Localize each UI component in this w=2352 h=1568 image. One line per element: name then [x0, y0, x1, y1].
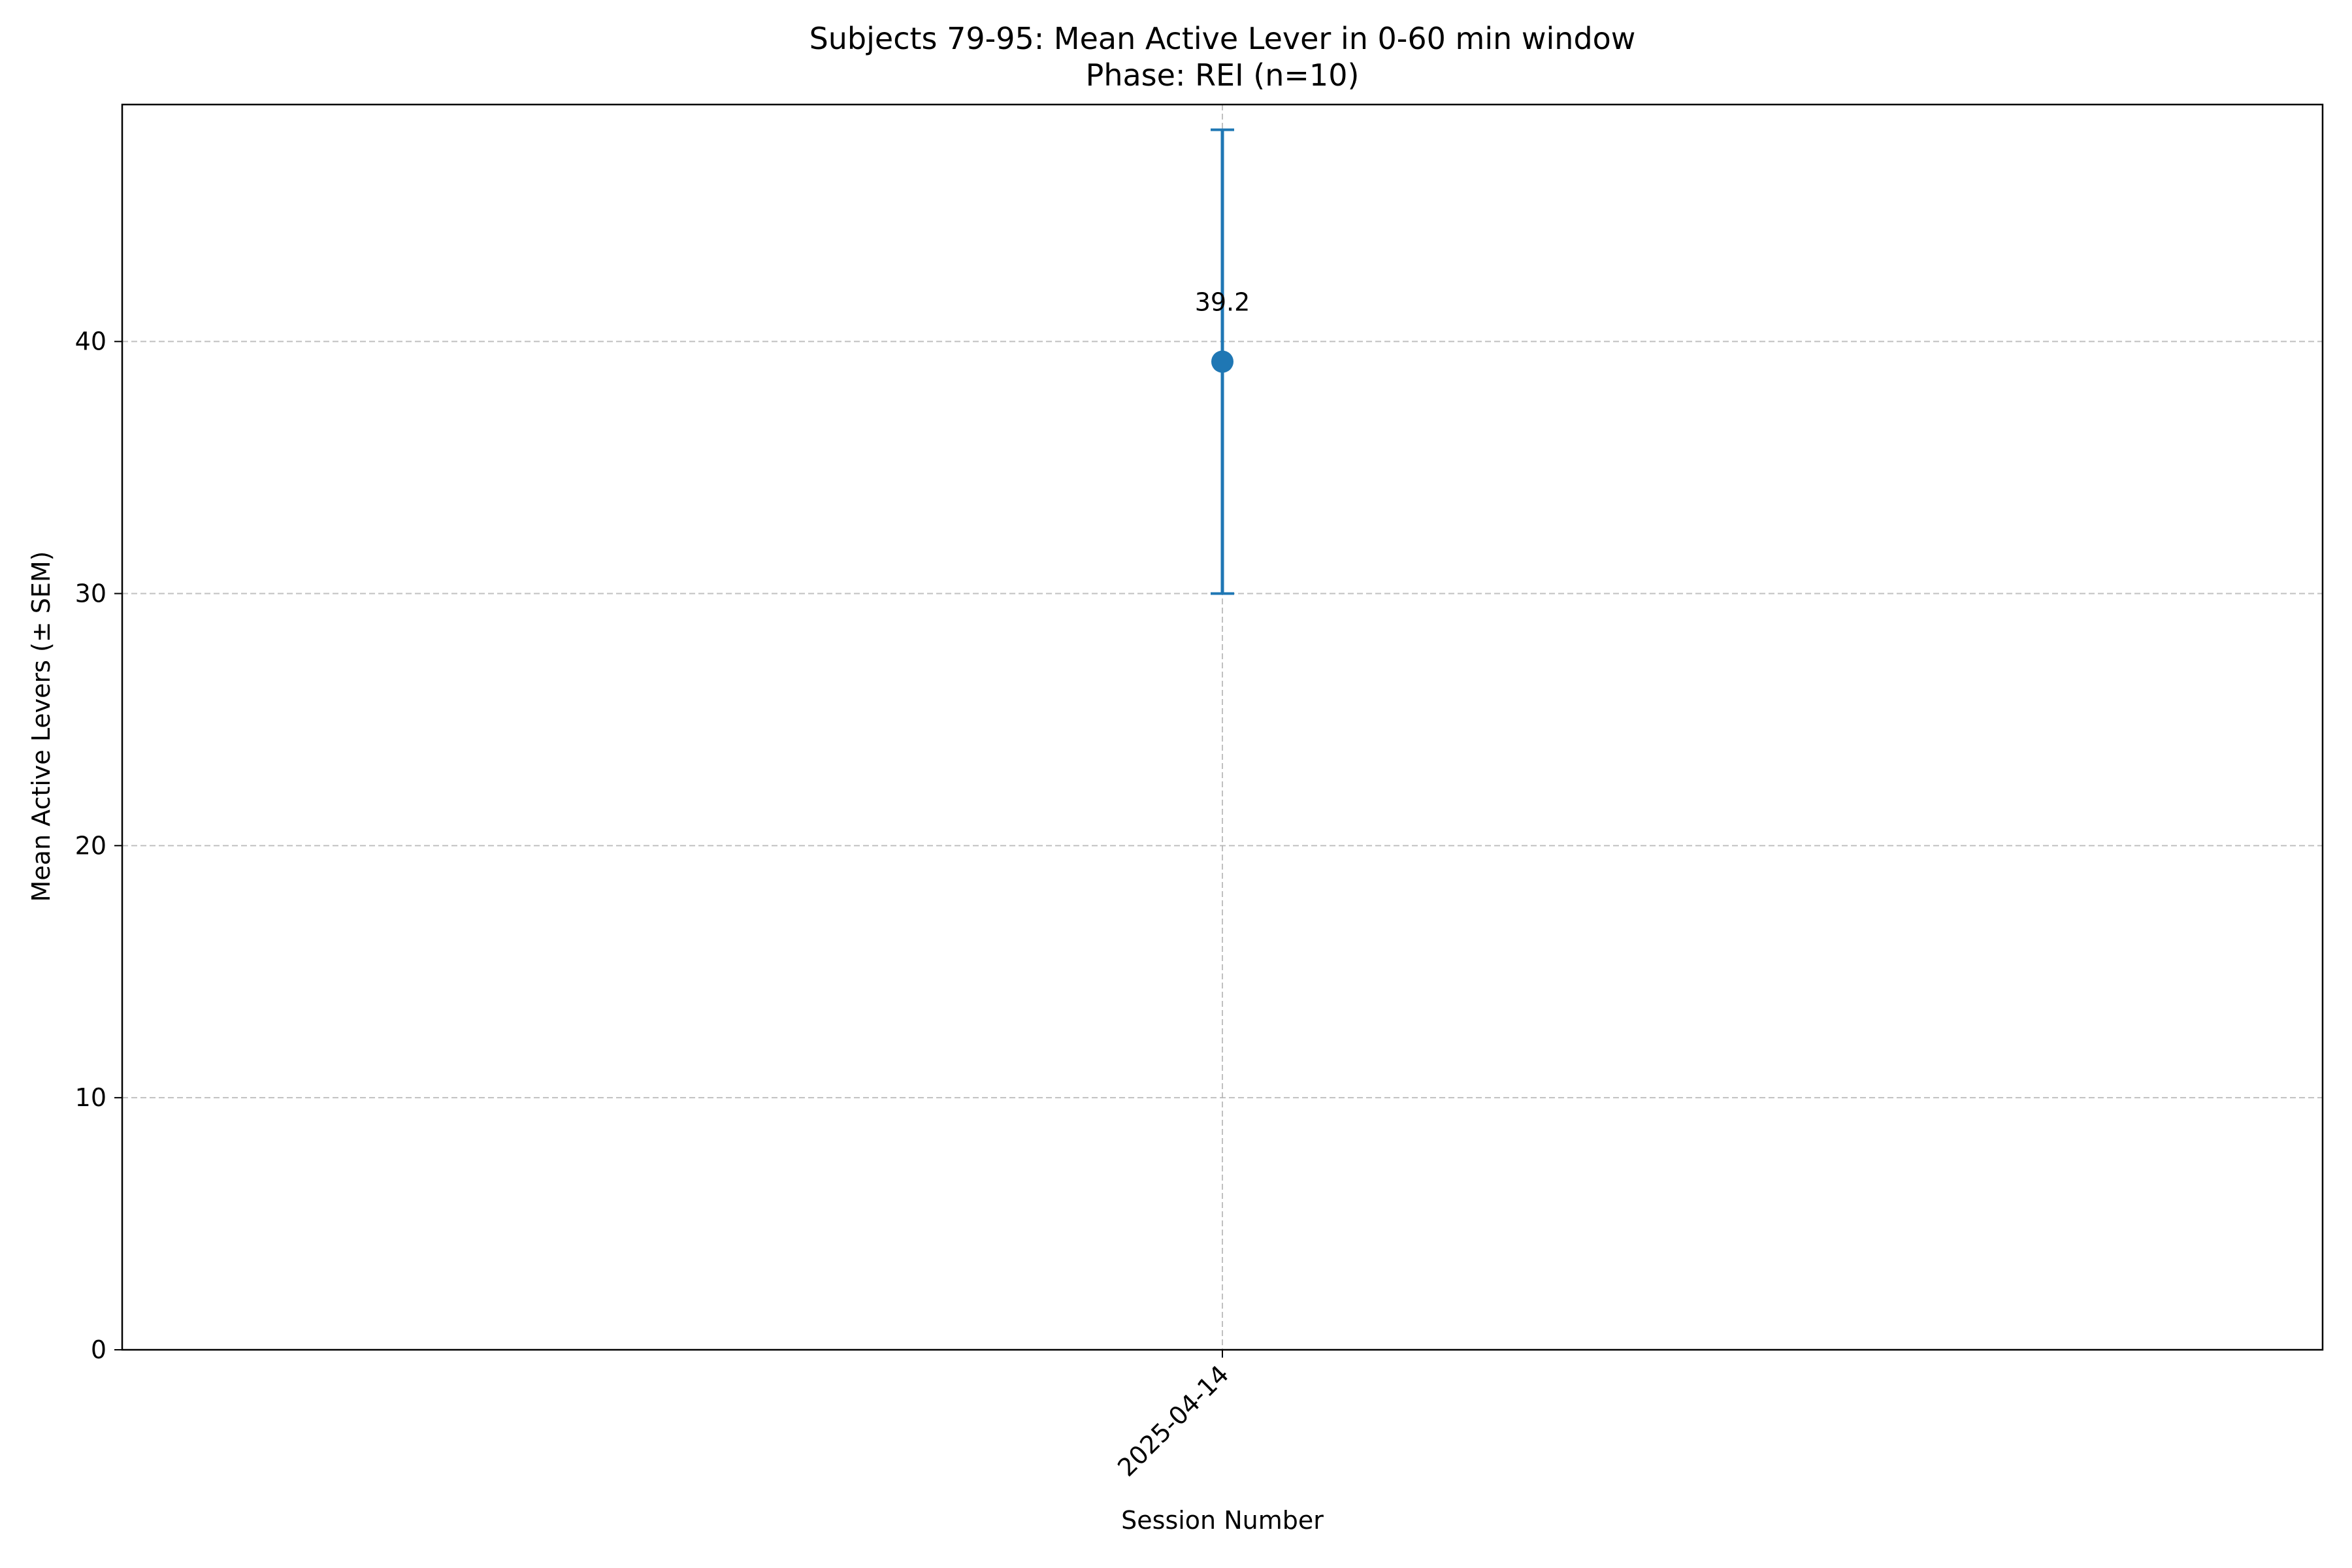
y-tick-label: 30	[75, 580, 106, 608]
x-axis-label: Session Number	[1121, 1506, 1324, 1535]
y-tick-label: 0	[91, 1335, 106, 1364]
chart-title: Subjects 79-95: Mean Active Lever in 0-6…	[809, 21, 1636, 56]
x-tick-label: 2025-04-14	[1112, 1360, 1234, 1482]
y-tick-label: 20	[75, 831, 106, 860]
chart-subtitle: Phase: REI (n=10)	[1086, 57, 1360, 93]
y-tick-label: 10	[75, 1083, 106, 1112]
plot-frame	[121, 103, 2324, 1351]
data-marks: 39.2	[1195, 128, 1250, 595]
data-point	[1211, 350, 1233, 373]
y-tick-label: 40	[75, 327, 106, 356]
y-axis-label: Mean Active Levers (± SEM)	[27, 551, 56, 902]
data-label: 39.2	[1195, 288, 1250, 317]
